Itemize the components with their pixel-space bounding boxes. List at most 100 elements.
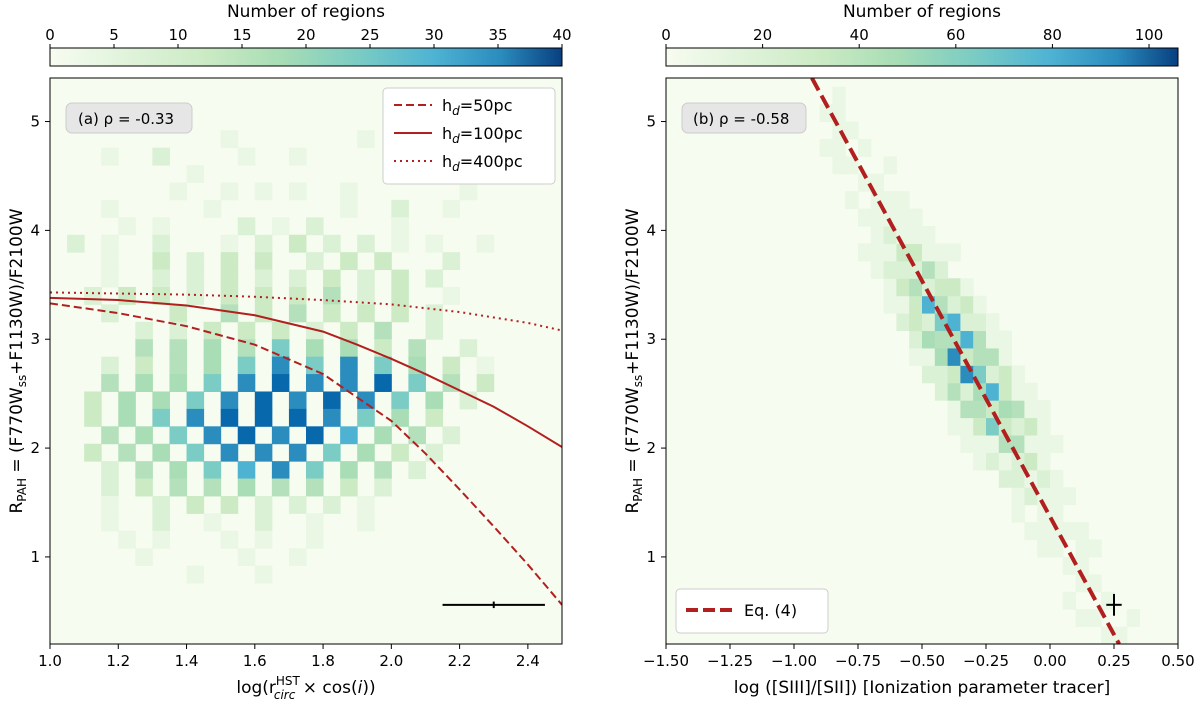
- heatmap-cell: [271, 374, 290, 392]
- heatmap-cell: [288, 304, 307, 323]
- colorbar-tick-label: 15: [232, 26, 251, 44]
- heatmap-cell: [425, 269, 444, 288]
- heatmap-cell: [254, 565, 273, 584]
- heatmap-cell: [922, 278, 936, 297]
- heatmap-cell: [254, 495, 273, 514]
- heatmap-cell: [883, 208, 897, 227]
- heatmap-cell: [306, 513, 324, 532]
- heatmap-cell: [442, 252, 461, 271]
- heatmap-cell: [340, 182, 358, 201]
- heatmap-cell: [237, 217, 256, 236]
- heatmap-cell: [101, 356, 119, 375]
- heatmap-cell: [203, 199, 222, 218]
- heatmap-cell: [84, 391, 102, 410]
- x-tick-label: 1.2: [106, 652, 130, 670]
- colorbar-tick-label: 0: [45, 26, 55, 44]
- colorbar-tick-label: 80: [1043, 26, 1062, 44]
- xlabel-a: log(rHST circ × cos(i)): [236, 674, 375, 702]
- heatmap-cell: [220, 130, 239, 149]
- panel-b: Number of regions 0 20 40 60 80 100 −1.50 −1.2…: [623, 2, 1195, 698]
- heatmap-cell: [101, 234, 119, 253]
- x-tick-label: 1.8: [311, 652, 335, 670]
- panel-a-label-box: (a) ρ = -0.33: [65, 102, 193, 134]
- heatmap-cell: [1088, 609, 1102, 628]
- heatmap-cell: [896, 278, 910, 297]
- heatmap-cell: [306, 374, 324, 392]
- colorbar-tick-label: 40: [850, 26, 869, 44]
- colorbar-tick-label: 40: [552, 26, 571, 44]
- panel-a-label: (a) ρ = -0.33: [78, 110, 174, 128]
- heatmap-cell: [254, 252, 273, 271]
- heatmap-cell: [169, 478, 188, 497]
- heatmap-cell: [922, 330, 936, 349]
- heatmap-cell: [186, 565, 205, 584]
- heatmap-cell: [947, 400, 961, 419]
- x-tick-label: −1.25: [707, 652, 753, 670]
- colorbar-tick-label: 20: [296, 26, 315, 44]
- y-tick-label: 2: [30, 439, 40, 457]
- x-tick-label: 2.4: [516, 652, 540, 670]
- heatmap-cell: [1101, 591, 1115, 610]
- heatmap-cell: [288, 234, 307, 253]
- heatmap-cell: [819, 138, 833, 157]
- heatmap-cell: [832, 104, 846, 123]
- heatmap-cell: [870, 243, 885, 262]
- heatmap-cell: [998, 382, 1013, 401]
- heatmap-cell: [832, 86, 846, 105]
- heatmap-cell: [1037, 417, 1051, 436]
- heatmap-cell: [896, 313, 910, 332]
- heatmap-cell: [858, 173, 872, 192]
- panel-b-label-box: (b) ρ = -0.58: [681, 102, 807, 134]
- heatmap-cell: [1011, 487, 1025, 506]
- heatmap-cell: [357, 130, 375, 149]
- heatmap-cell: [152, 443, 170, 462]
- heatmap-cell: [459, 339, 478, 358]
- heatmap-cell: [896, 295, 910, 314]
- heatmap-cell: [425, 443, 444, 462]
- heatmap-cell: [135, 478, 153, 497]
- heatmap-cell: [271, 217, 290, 236]
- heatmap-cell: [306, 478, 324, 497]
- heatmap-cell: [909, 226, 923, 244]
- heatmap-cell: [1075, 609, 1089, 628]
- series-line-2: [50, 296, 562, 448]
- heatmap-cell: [883, 156, 897, 175]
- heatmap-cell: [998, 469, 1013, 488]
- heatmap-cell: [220, 495, 239, 514]
- heatmap-cell: [101, 495, 119, 514]
- heatmap-cell: [1011, 400, 1025, 419]
- heatmap-cell: [1024, 452, 1038, 471]
- y-tick-label: 5: [646, 113, 656, 131]
- heatmap-cell: [374, 426, 392, 445]
- heatmap-cell: [340, 426, 358, 445]
- heatmap-cell: [186, 495, 205, 514]
- series-line-3: [50, 291, 562, 332]
- heatmap-cell: [323, 286, 341, 305]
- heatmap-cell: [84, 286, 102, 305]
- heatmap-cell: [870, 173, 885, 192]
- heatmap-cell: [425, 391, 444, 410]
- heatmap-cell: [220, 182, 239, 201]
- heatmap-cell: [391, 234, 409, 253]
- x-tick-label: −0.50: [899, 652, 945, 670]
- heatmap-cell: [408, 426, 426, 445]
- heatmap-cell: [922, 365, 936, 384]
- heatmap-cell: [101, 147, 119, 166]
- heatmap-cell: [934, 278, 949, 297]
- legend-b: Eq. (4): [675, 588, 829, 634]
- heatmap-cell: [986, 382, 1000, 401]
- heatmap-cell: [254, 530, 273, 549]
- heatmap-cell: [306, 217, 324, 236]
- heatmap-cell: [340, 252, 358, 271]
- heatmap-cell: [186, 269, 205, 288]
- heatmap-cell: [84, 408, 102, 427]
- x-tick-label: −1.50: [643, 652, 689, 670]
- heatmap-cell: [391, 199, 409, 218]
- heatmap-cell: [391, 286, 409, 305]
- heatmap-cell: [973, 400, 987, 419]
- heatmap-cell: [135, 356, 153, 375]
- heatmap-cell: [909, 347, 923, 366]
- x-tick-label: 0.00: [1033, 652, 1066, 670]
- heatmap-cell: [1024, 522, 1038, 541]
- heatmap-cell: [152, 530, 170, 549]
